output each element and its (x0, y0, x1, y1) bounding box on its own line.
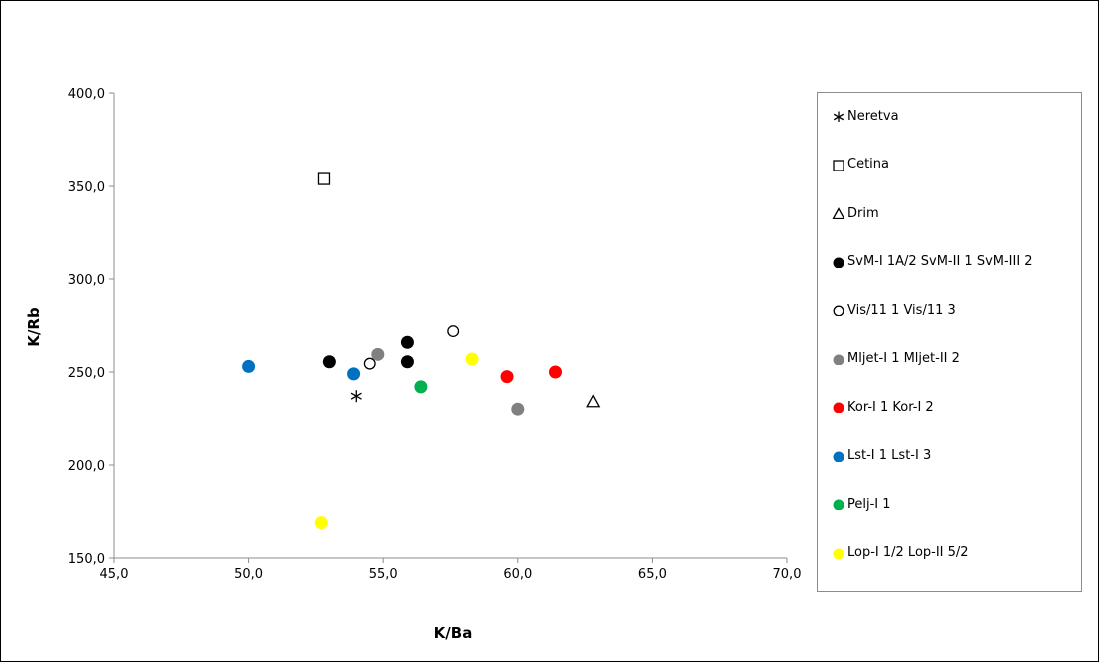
legend-label: Lst-I 1 Lst-I 3 (847, 448, 932, 463)
legend-item: Drim (832, 202, 879, 224)
data-point (548, 365, 562, 379)
data-point (314, 516, 328, 530)
legend-label: Pelj-I 1 (847, 496, 891, 512)
legend-item: Cetina (832, 154, 889, 176)
data-point (322, 355, 336, 369)
y-tick-label: 200,0 (68, 459, 105, 474)
data-point (363, 357, 376, 370)
legend-item: Pelj-I 1 (832, 493, 891, 515)
legend-marker-shape (833, 499, 844, 510)
y-axis-title: K/Rb (25, 307, 43, 347)
x-tick-label: 55,0 (369, 567, 398, 582)
legend-item: Kor-I 1 Kor-I 2 (832, 396, 934, 418)
legend-label: Mljet-I 1 Mljet-II 2 (847, 351, 960, 366)
legend-marker-shape (833, 159, 844, 171)
data-point (586, 394, 601, 408)
y-tick-label: 300,0 (68, 273, 105, 288)
legend-item: Lst-I 1 Lst-I 3 (832, 445, 931, 467)
data-point (317, 172, 331, 185)
data-point (347, 367, 361, 381)
legend-label: Kor-I 1 Kor-I 2 (847, 399, 934, 415)
legend-marker-shape (833, 111, 844, 122)
legend-marker-shape (833, 354, 844, 365)
y-tick-label: 250,0 (68, 366, 105, 381)
data-point (371, 347, 385, 361)
tick-labels: 45,0 50,0 55,0 60,0 65,0 70,0 150,0 200,0 250,0 3… (68, 87, 802, 582)
data-point (400, 335, 414, 349)
x-tick-label: 50,0 (234, 567, 263, 582)
legend-marker-icon (833, 305, 844, 316)
legend-marker-icon (833, 354, 844, 365)
data-point (511, 402, 525, 416)
legend-label: Vis/11 1 Vis/11 3 (847, 302, 956, 318)
y-tick-label: 400,0 (68, 87, 105, 102)
legend-label: SvM-I 1A/2 SvM-II 1 SvM-III 2 (847, 254, 1033, 269)
x-tick-label: 70,0 (773, 567, 802, 582)
y-tick-label: 150,0 (68, 552, 105, 567)
legend-item: Mljet-I 1 Mljet-II 2 (832, 348, 960, 370)
legend-label: Cetina (847, 157, 889, 172)
x-tick-label: 60,0 (503, 567, 532, 582)
legend-label: Lop-I 1/2 Lop-II 5/2 (847, 545, 969, 560)
x-tick-label: 45,0 (100, 567, 129, 582)
y-tick-label: 350,0 (68, 180, 105, 195)
data-point (350, 390, 362, 403)
x-tick-label: 65,0 (638, 567, 667, 582)
legend-item: SvM-I 1A/2 SvM-II 1 SvM-III 2 (832, 251, 1033, 273)
legend-marker-icon (833, 257, 844, 268)
legend-label: Neretva (847, 108, 899, 124)
legend-marker-icon (833, 159, 844, 171)
data-point (500, 370, 514, 384)
x-axis-title: K/Ba (434, 624, 473, 642)
legend-marker-icon (833, 402, 844, 413)
legend-item: Neretva (832, 105, 899, 127)
legend-marker-shape (833, 451, 844, 462)
legend-marker-shape (832, 207, 844, 219)
legend-marker-icon (833, 111, 844, 122)
data-point (400, 355, 414, 369)
legend-item: Lop-I 1/2 Lop-II 5/2 (832, 542, 969, 564)
legend-marker-icon (833, 499, 844, 510)
legend-marker-shape (833, 548, 844, 559)
legend-marker-shape (833, 257, 844, 268)
legend-marker-shape (833, 305, 844, 316)
data-point (414, 380, 428, 394)
axes (109, 92, 788, 563)
legend-marker-icon (833, 548, 844, 559)
data-point (447, 325, 460, 338)
data-point (465, 352, 479, 366)
legend-marker-icon (833, 451, 844, 462)
legend: Neretva Cetina Drim SvM-I 1A/2 SvM-II 1 SvM… (817, 92, 1082, 592)
legend-marker-shape (833, 402, 844, 413)
data-point (242, 359, 256, 373)
legend-label: Drim (847, 205, 879, 221)
legend-item: Vis/11 1 Vis/11 3 (832, 299, 956, 321)
data-points (242, 172, 601, 530)
legend-marker-icon (832, 207, 844, 219)
